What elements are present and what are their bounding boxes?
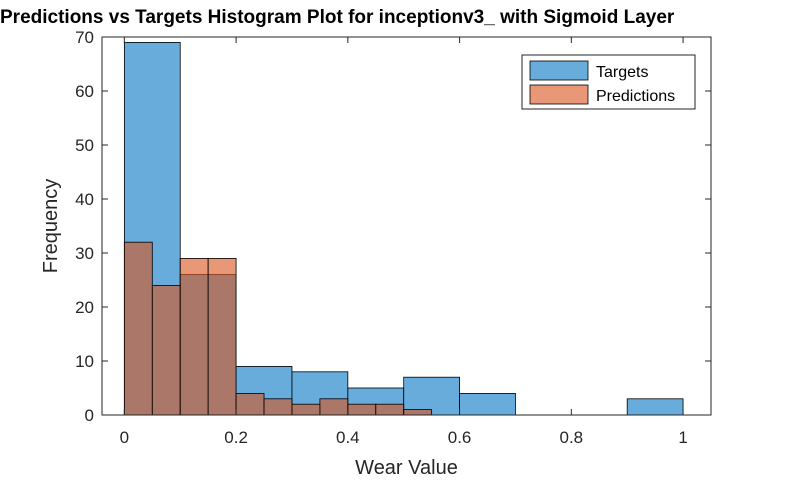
bar-predictions-3	[207, 257, 237, 416]
x-axis-label: Wear Value	[355, 457, 458, 479]
bar-predictions-4	[235, 392, 265, 416]
axes-box	[101, 36, 712, 416]
bar-predictions-10	[403, 409, 433, 416]
bar-predictions-2	[179, 257, 209, 416]
legend-label-predictions: Predictions	[596, 88, 675, 105]
x-tick-label-5: 1	[678, 428, 687, 447]
y-tick-label-1: 10	[75, 352, 94, 371]
x-tick-label-3: 0.6	[448, 428, 472, 447]
legend-swatch-predictions	[529, 84, 589, 105]
bar-predictions-9	[375, 403, 405, 416]
y-tick-label-4: 40	[75, 190, 94, 209]
bar-predictions-0	[123, 241, 153, 416]
y-tick-label-2: 20	[75, 298, 94, 317]
y-axis-label: Frequency	[40, 179, 62, 274]
bar-predictions-1	[151, 284, 181, 416]
x-tick-label-4: 0.8	[560, 428, 584, 447]
legend-swatch-targets	[529, 60, 589, 81]
y-tick-label-7: 70	[75, 28, 94, 47]
legend-label-targets: Targets	[596, 64, 648, 81]
bar-predictions-5	[263, 398, 293, 416]
bar-predictions-8	[347, 403, 377, 416]
bar-targets-9	[626, 398, 684, 416]
y-tick-label-5: 50	[75, 136, 94, 155]
bars-layer	[123, 42, 684, 416]
chart-title: Predictions vs Targets Histogram Plot fo…	[0, 7, 675, 28]
bar-predictions-6	[291, 403, 321, 416]
x-tick-label-0: 0	[120, 428, 129, 447]
y-tick-label-0: 0	[85, 406, 94, 425]
bar-targets-5	[403, 376, 460, 416]
y-tick-label-3: 30	[75, 244, 94, 263]
bar-targets-6	[459, 392, 516, 416]
x-tick-label-2: 0.4	[336, 428, 360, 447]
y-tick-label-6: 60	[75, 82, 94, 101]
legend: Targets Predictions	[521, 54, 696, 110]
bar-predictions-7	[319, 398, 349, 416]
x-tick-label-1: 0.2	[224, 428, 248, 447]
